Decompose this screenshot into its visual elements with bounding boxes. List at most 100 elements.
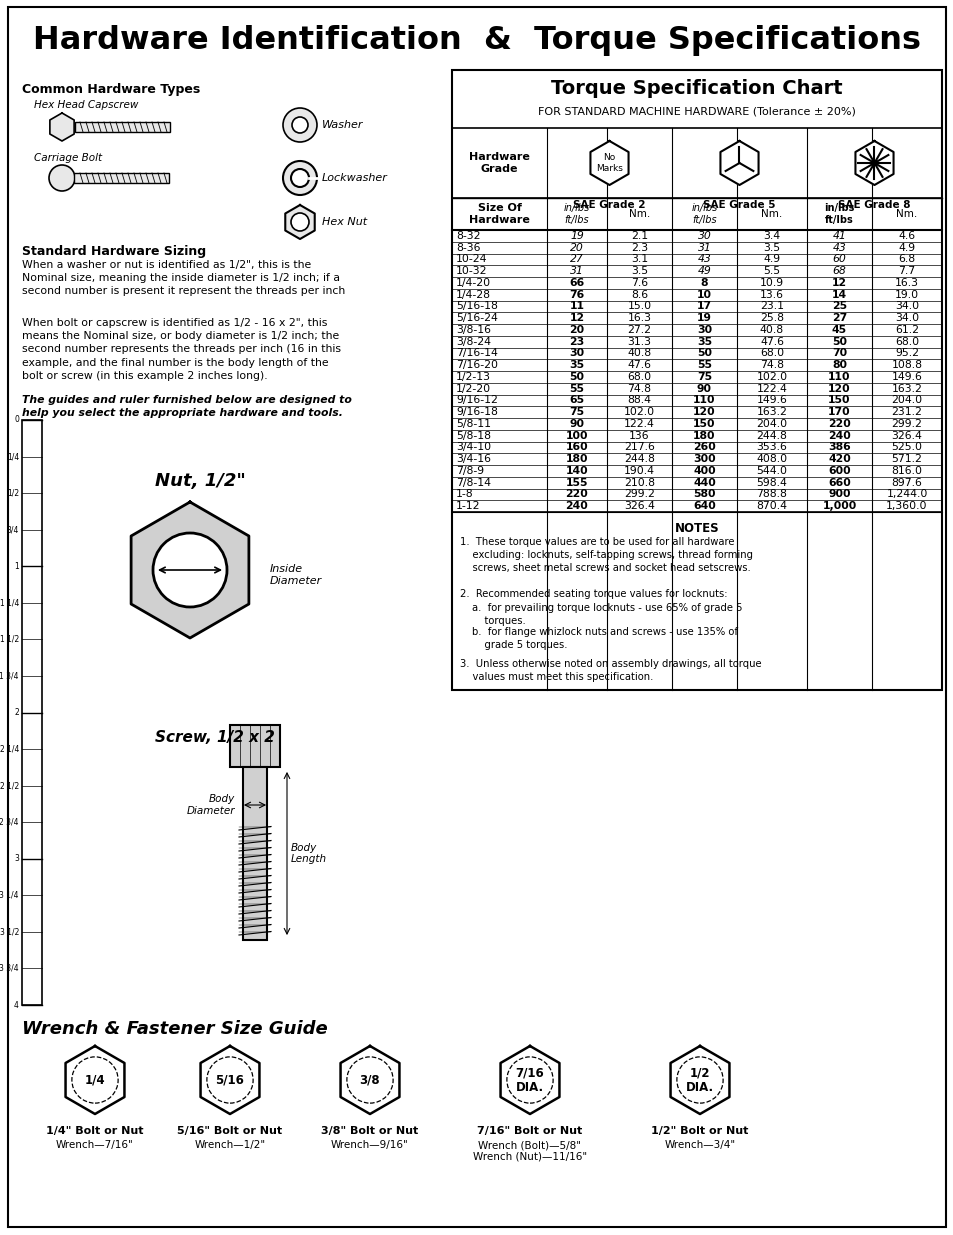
Text: 95.2: 95.2	[894, 348, 918, 358]
Text: 17: 17	[697, 301, 711, 311]
Text: Body
Length: Body Length	[291, 842, 327, 864]
Text: in/lbs
ft/lbs: in/lbs ft/lbs	[691, 204, 717, 225]
Text: 386: 386	[827, 442, 850, 452]
Circle shape	[291, 169, 309, 186]
Text: 1 3/4: 1 3/4	[0, 672, 19, 680]
Text: 40.8: 40.8	[760, 325, 783, 335]
Text: 23.1: 23.1	[760, 301, 783, 311]
Text: 163.2: 163.2	[756, 408, 786, 417]
Polygon shape	[670, 1046, 729, 1114]
Text: 13.6: 13.6	[760, 290, 783, 300]
Text: 1: 1	[14, 562, 19, 571]
Text: 4.6: 4.6	[898, 231, 915, 241]
Text: Nm.: Nm.	[760, 209, 781, 219]
Text: 80: 80	[831, 361, 846, 370]
Text: 3/4-16: 3/4-16	[456, 454, 491, 464]
Text: 68.0: 68.0	[627, 372, 651, 382]
Text: 68.0: 68.0	[894, 337, 918, 347]
Text: 260: 260	[693, 442, 715, 452]
Text: 31: 31	[697, 242, 711, 253]
Text: 571.2: 571.2	[891, 454, 922, 464]
Text: Hex Head Capscrew: Hex Head Capscrew	[34, 100, 138, 110]
Text: 440: 440	[693, 478, 715, 488]
Text: 88.4: 88.4	[627, 395, 651, 405]
Bar	[22, 420, 42, 1005]
Text: 7.6: 7.6	[630, 278, 647, 288]
Polygon shape	[200, 1046, 259, 1114]
Text: 7/16" Bolt or Nut: 7/16" Bolt or Nut	[476, 1126, 582, 1136]
Text: 170: 170	[827, 408, 850, 417]
Polygon shape	[66, 1046, 124, 1114]
Text: 2 3/4: 2 3/4	[0, 818, 19, 826]
Text: 7/16-14: 7/16-14	[456, 348, 497, 358]
Text: 20: 20	[570, 242, 583, 253]
Text: 3 1/2: 3 1/2	[0, 927, 19, 936]
Text: 220: 220	[565, 489, 588, 499]
Text: 1/2: 1/2	[7, 489, 19, 498]
Bar	[452, 70, 941, 690]
Text: The guides and ruler furnished below are designed to
help you select the appropr: The guides and ruler furnished below are…	[22, 395, 352, 419]
Text: in/lbs
ft/lbs: in/lbs ft/lbs	[823, 204, 854, 225]
Text: 300: 300	[693, 454, 715, 464]
Text: 204.0: 204.0	[756, 419, 787, 429]
Text: 3/4: 3/4	[7, 525, 19, 535]
Text: 217.6: 217.6	[623, 442, 655, 452]
Text: 3.4: 3.4	[762, 231, 780, 241]
Text: 598.4: 598.4	[756, 478, 786, 488]
Text: 19: 19	[570, 231, 583, 241]
Text: 8.6: 8.6	[630, 290, 647, 300]
Text: 2.1: 2.1	[630, 231, 647, 241]
Text: 30: 30	[569, 348, 584, 358]
Text: 5.5: 5.5	[762, 266, 780, 277]
Text: 210.8: 210.8	[623, 478, 655, 488]
Text: 70: 70	[831, 348, 846, 358]
Text: Wrench—9/16": Wrench—9/16"	[331, 1140, 409, 1150]
Text: 240: 240	[827, 431, 850, 441]
Text: 244.8: 244.8	[756, 431, 786, 441]
Text: 326.4: 326.4	[623, 501, 655, 511]
Text: 544.0: 544.0	[756, 466, 786, 475]
Text: 120: 120	[693, 408, 715, 417]
Text: SAE Grade 2: SAE Grade 2	[573, 200, 645, 210]
Text: 5/16" Bolt or Nut: 5/16" Bolt or Nut	[177, 1126, 282, 1136]
Text: 3 3/4: 3 3/4	[0, 965, 19, 973]
Text: b.  for flange whizlock nuts and screws - use 135% of
    grade 5 torques.: b. for flange whizlock nuts and screws -…	[472, 627, 738, 650]
Text: Screw, 1/2 x 2: Screw, 1/2 x 2	[154, 730, 274, 746]
Text: 420: 420	[827, 454, 850, 464]
Text: Wrench—3/4": Wrench—3/4"	[663, 1140, 735, 1150]
Text: 90: 90	[569, 419, 584, 429]
Text: 3.1: 3.1	[630, 254, 647, 264]
Text: 4.9: 4.9	[762, 254, 780, 264]
Text: 353.6: 353.6	[756, 442, 786, 452]
Text: in/lbs
ft/lbs: in/lbs ft/lbs	[563, 204, 590, 225]
Text: 1/2" Bolt or Nut: 1/2" Bolt or Nut	[651, 1126, 748, 1136]
Text: 65: 65	[569, 395, 584, 405]
Text: 3/8" Bolt or Nut: 3/8" Bolt or Nut	[321, 1126, 418, 1136]
Text: 3/4-10: 3/4-10	[456, 442, 491, 452]
Circle shape	[283, 107, 316, 142]
Text: 102.0: 102.0	[756, 372, 787, 382]
Text: 149.6: 149.6	[756, 395, 786, 405]
Polygon shape	[500, 1046, 558, 1114]
Text: 149.6: 149.6	[891, 372, 922, 382]
Text: 30: 30	[697, 325, 711, 335]
Text: 150: 150	[693, 419, 715, 429]
Text: 7/8-14: 7/8-14	[456, 478, 491, 488]
Text: 5/16-24: 5/16-24	[456, 314, 497, 324]
Polygon shape	[590, 141, 628, 185]
Text: 3.5: 3.5	[762, 242, 780, 253]
Text: 1/2-20: 1/2-20	[456, 384, 491, 394]
Text: 900: 900	[827, 489, 850, 499]
Text: 2 1/2: 2 1/2	[0, 781, 19, 790]
Text: 7/8-9: 7/8-9	[456, 466, 483, 475]
Text: 204.0: 204.0	[890, 395, 922, 405]
Text: 10: 10	[697, 290, 711, 300]
Text: When bolt or capscrew is identified as 1/2 - 16 x 2", this
means the Nominal siz: When bolt or capscrew is identified as 1…	[22, 317, 340, 380]
Text: 299.2: 299.2	[623, 489, 655, 499]
Text: 35: 35	[697, 337, 711, 347]
Text: 108.8: 108.8	[890, 361, 922, 370]
Text: 2: 2	[14, 708, 19, 718]
Text: 1.  These torque values are to be used for all hardware
    excluding: locknuts,: 1. These torque values are to be used fo…	[459, 537, 752, 573]
Text: 50: 50	[569, 372, 584, 382]
Text: 55: 55	[569, 384, 584, 394]
